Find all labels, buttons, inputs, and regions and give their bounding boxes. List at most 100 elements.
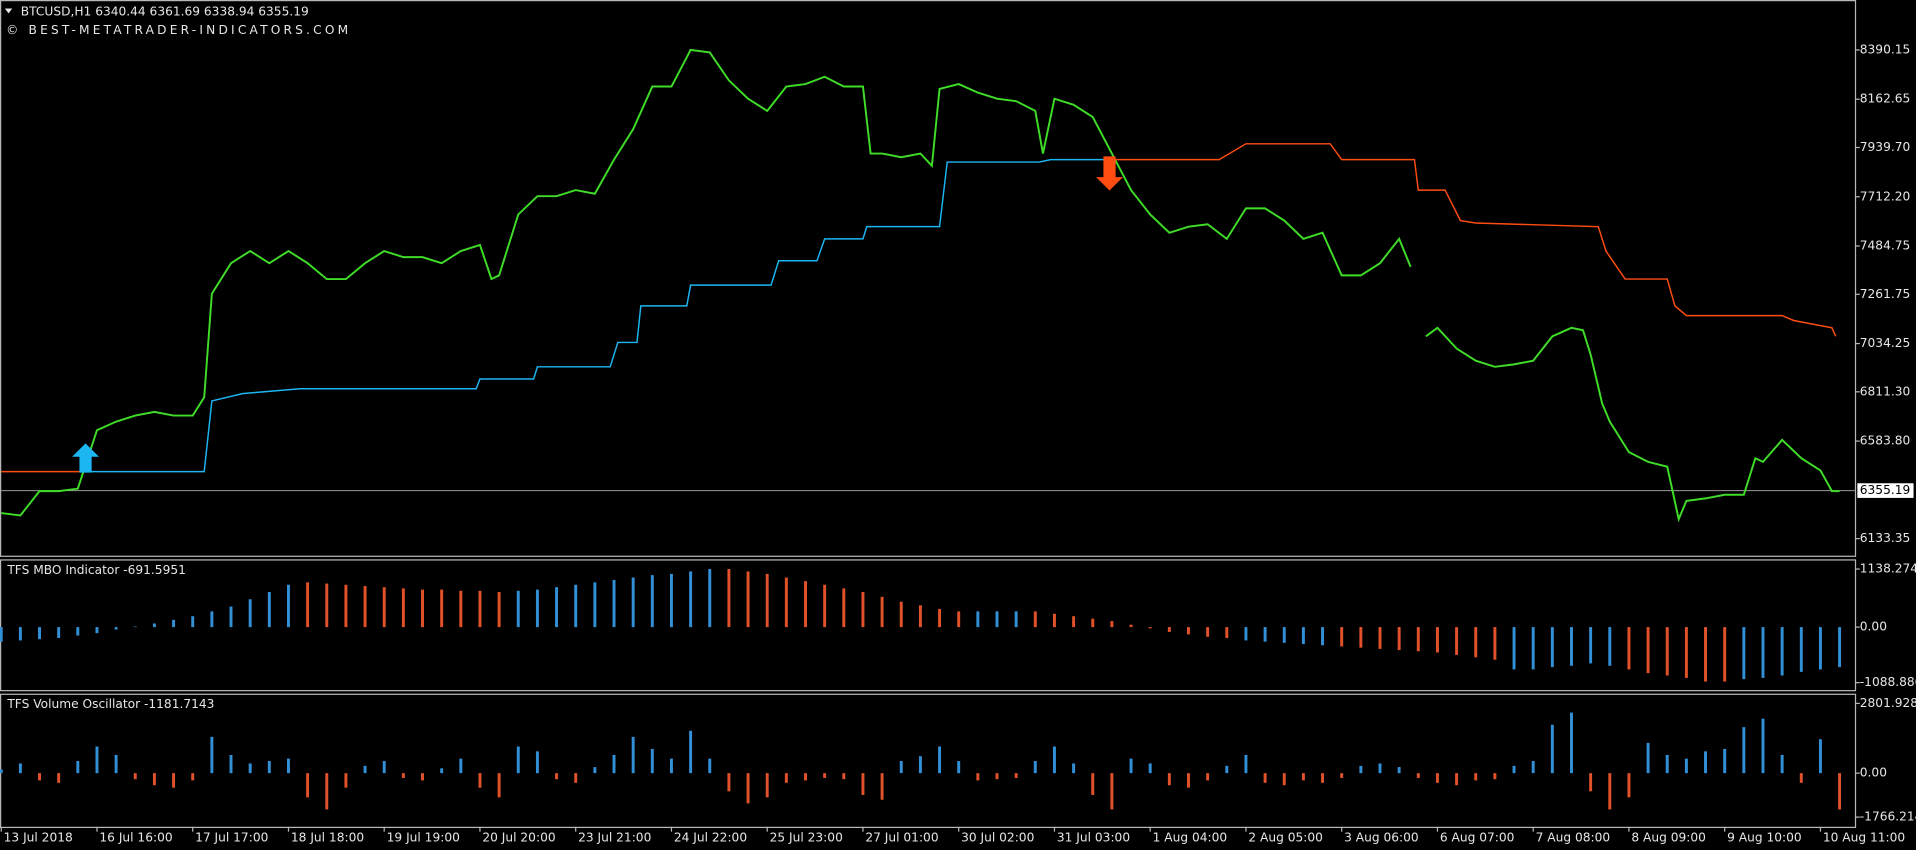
x-tick-label: 25 Jul 23:00 (770, 830, 843, 844)
bar (95, 627, 99, 634)
bar (1589, 627, 1593, 664)
bar (1301, 773, 1305, 781)
x-tick-label: 8 Aug 09:00 (1631, 830, 1706, 844)
bar (1321, 627, 1325, 646)
bar (1148, 763, 1152, 774)
bar (267, 592, 271, 628)
bar (1263, 773, 1267, 783)
bar (306, 773, 310, 798)
y-tick-label: 8390.15 (1860, 42, 1910, 56)
bar (976, 773, 980, 781)
x-tick-label: 13 Jul 2018 (4, 830, 73, 844)
bar (1512, 765, 1516, 774)
bar (401, 588, 405, 628)
x-tick-label: 24 Jul 22:00 (674, 830, 747, 844)
bar (689, 730, 693, 774)
bar (1742, 627, 1746, 680)
x-tick-label: 19 Jul 19:00 (387, 830, 460, 844)
bar (1091, 618, 1095, 628)
bar (1033, 611, 1037, 628)
volume-title: TFS Volume Oscillator -1181.7143 (6, 697, 214, 711)
x-tick-label: 16 Jul 16:00 (99, 830, 172, 844)
bar (1378, 627, 1382, 649)
x-tick-label: 20 Jul 20:00 (482, 830, 555, 844)
bar (1550, 627, 1554, 668)
plot-area (0, 48, 1855, 810)
bar (746, 571, 750, 628)
bar (440, 768, 444, 774)
bar (784, 577, 788, 628)
bar (1684, 627, 1688, 678)
bar (1110, 773, 1114, 810)
y-tick-label: 7261.75 (1860, 287, 1910, 301)
bar (976, 611, 980, 628)
bar (995, 611, 999, 628)
bar (248, 599, 252, 628)
x-tick-label: 2 Aug 05:00 (1248, 830, 1323, 844)
bar (497, 592, 501, 628)
bar (708, 569, 712, 628)
watermark: © BEST-METATRADER-INDICATORS.COM (6, 23, 351, 37)
bar (459, 758, 463, 774)
bar (382, 761, 386, 774)
bar (1397, 767, 1401, 774)
bar (555, 587, 559, 628)
bar (1761, 718, 1765, 774)
bar (1818, 739, 1822, 774)
bar (1321, 773, 1325, 783)
bar (1474, 773, 1478, 781)
bar (1455, 773, 1459, 786)
bar (152, 623, 156, 628)
bar (1072, 616, 1076, 628)
y-tick-label: 7939.70 (1860, 140, 1910, 154)
bar (1799, 627, 1803, 672)
y-tick-label: 7484.75 (1860, 239, 1910, 253)
y-tick-label: -1088.886 (1860, 675, 1916, 689)
bar (1627, 773, 1631, 798)
x-tick-label: 23 Jul 21:00 (578, 830, 651, 844)
bar (1052, 613, 1056, 628)
bar (18, 763, 22, 774)
bar (1167, 773, 1171, 786)
bar (861, 773, 865, 795)
bar (1608, 627, 1612, 666)
bar (1646, 742, 1650, 774)
series-line (1104, 143, 1837, 337)
bar (325, 583, 329, 628)
bar (363, 585, 367, 628)
bar (1780, 627, 1784, 676)
bar (765, 573, 769, 628)
bar (1416, 773, 1420, 778)
bar (1244, 627, 1248, 641)
bar (1780, 754, 1784, 774)
bar (210, 611, 214, 628)
bar (1263, 627, 1267, 642)
menu-triangle[interactable] (4, 8, 13, 14)
bar (95, 746, 99, 774)
bar (1359, 765, 1363, 774)
bar (1531, 627, 1535, 670)
bar (1435, 773, 1439, 783)
bar (1282, 627, 1286, 643)
bar (631, 736, 635, 774)
bar (1474, 627, 1478, 658)
bar (344, 773, 348, 788)
bar (1435, 627, 1439, 653)
bar (612, 579, 616, 628)
price-pane-frame (0, 0, 1857, 557)
bar (1723, 748, 1727, 774)
bar (1206, 627, 1210, 637)
x-tick-label: 18 Jul 18:00 (291, 830, 364, 844)
bar (1091, 773, 1095, 795)
bar (1684, 758, 1688, 774)
bar (1148, 627, 1152, 629)
chart-title: BTCUSD,H1 6340.44 6361.69 6338.94 6355.1… (21, 5, 309, 19)
bar (1397, 627, 1401, 651)
bar (57, 627, 61, 638)
bar (1742, 727, 1746, 774)
bar (1167, 627, 1171, 632)
bar (1129, 624, 1133, 628)
bar (1493, 773, 1497, 780)
series-line (1, 48, 1412, 517)
